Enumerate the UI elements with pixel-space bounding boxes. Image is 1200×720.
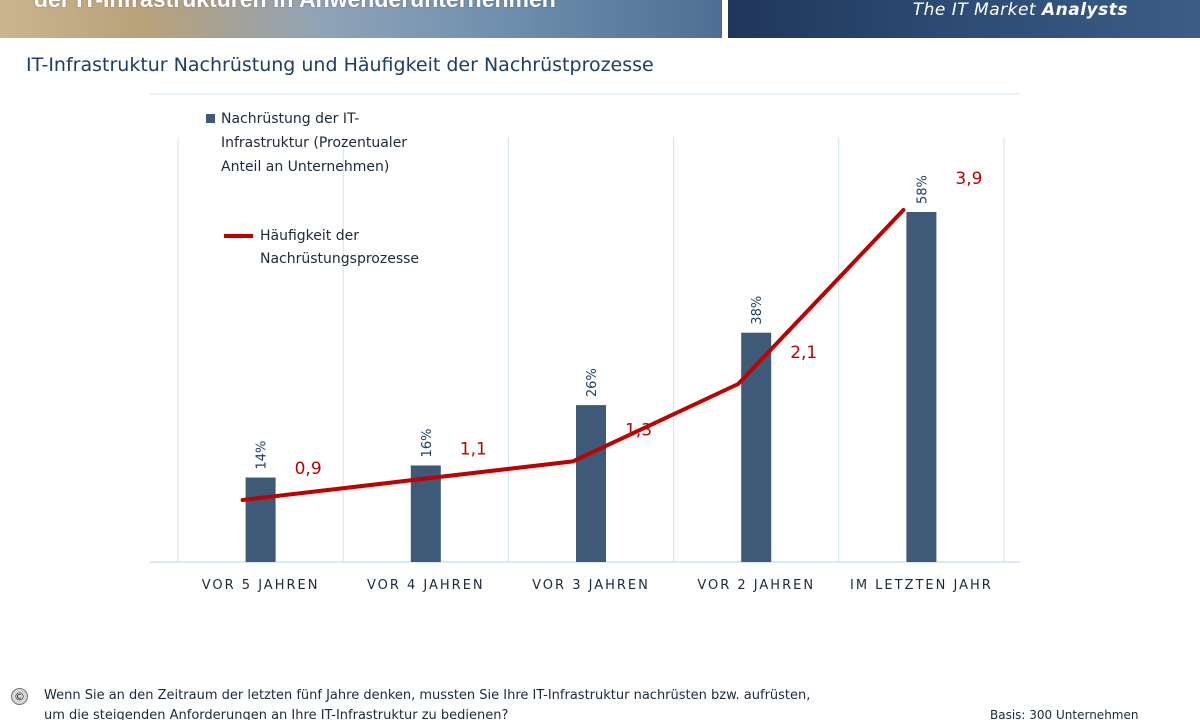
bar-4 [741, 332, 772, 562]
brand-tagline-prefix: The IT Market [912, 0, 1042, 20]
bar-5 [906, 212, 937, 562]
line-series [240, 208, 906, 502]
line-value-label: 3,9 [955, 169, 982, 189]
legend-line-label: Häufigkeit der [260, 228, 359, 244]
category-label: IM LETZTEN JAHR [850, 578, 993, 593]
copyright-icon: © [11, 688, 28, 705]
header-banner: der IT-Infrastrukturen in Anwenderuntern… [0, 0, 722, 38]
combo-chart: 14% VOR 5 JAHREN 16% VOR 4 JAHREN 26% VOR 3 J… [150, 93, 1020, 593]
legend-line-label: Nachrüstungsprozesse [260, 251, 419, 267]
bar-1 [245, 477, 276, 562]
chart-title: IT-Infrastruktur Nachrüstung und Häufigk… [26, 54, 654, 76]
line-value-label: 1,3 [625, 420, 652, 440]
legend-bar-swatch [206, 114, 215, 123]
bar-value-label: 58% [915, 175, 930, 204]
header-title: der IT-Infrastrukturen in Anwenderuntern… [34, 0, 556, 13]
legend-bar-label: Infrastruktur (Prozentualer [221, 135, 407, 151]
category-label: VOR 4 JAHREN [367, 578, 485, 593]
category-label: VOR 5 JAHREN [202, 578, 320, 593]
brand-banner: The IT Market Analysts [728, 0, 1200, 38]
bar-value-label: 14% [255, 441, 270, 470]
bar-value-label: 38% [750, 296, 765, 325]
legend-bar-label: Nachrüstung der IT- [221, 111, 359, 127]
brand-tagline: The IT Market Analysts [913, 0, 1128, 20]
category-label: VOR 2 JAHREN [697, 578, 815, 593]
bar-3 [576, 405, 606, 562]
brand-tagline-bold: Analysts [1041, 0, 1128, 20]
legend-bar-label: Anteil an Unternehmen) [221, 159, 389, 175]
category-label: VOR 3 JAHREN [532, 578, 650, 593]
survey-question-line-1: Wenn Sie an den Zeitraum der letzten fün… [44, 688, 811, 703]
line-value-label: 2,1 [790, 343, 817, 363]
survey-question-line-2: um die steigenden Anforderungen an Ihre … [44, 708, 509, 720]
line-value-label: 0,9 [295, 459, 322, 479]
survey-question: Wenn Sie an den Zeitraum der letzten fün… [44, 686, 944, 720]
sample-basis: Basis: 300 Unternehmen [990, 708, 1139, 720]
bar-value-label: 26% [585, 368, 600, 397]
bar-value-label: 16% [420, 429, 435, 458]
line-value-label: 1,1 [460, 440, 487, 460]
